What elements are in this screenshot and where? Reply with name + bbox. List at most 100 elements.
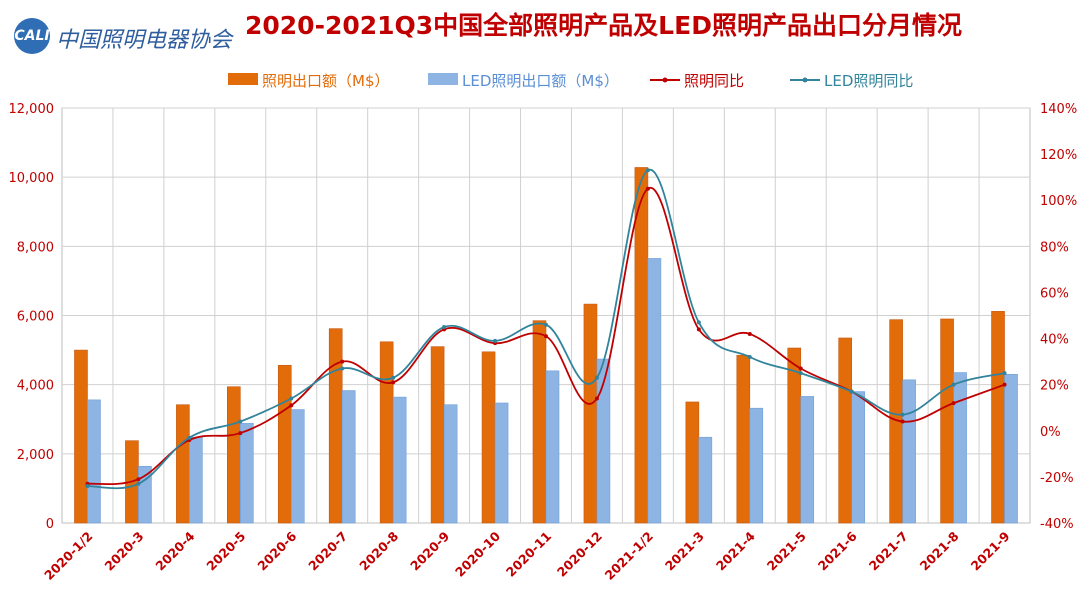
- x-tick-label: 2021-5: [764, 529, 809, 574]
- point-led-yoy: [289, 396, 294, 401]
- x-tick-label: 2020-12: [554, 529, 605, 580]
- legend-marker: [802, 77, 808, 83]
- bar-lighting-export: [736, 354, 751, 524]
- right-tick-label: 80%: [1040, 240, 1069, 255]
- point-led-yoy: [696, 320, 701, 325]
- bar-lighting-export: [685, 401, 700, 524]
- bar-led-export: [749, 407, 764, 524]
- logo-badge: CALI: [14, 18, 50, 54]
- point-lighting-yoy: [798, 366, 803, 371]
- bar-led-export: [1004, 373, 1018, 524]
- point-lighting-yoy: [900, 419, 905, 424]
- point-lighting-yoy: [340, 359, 345, 364]
- bar-lighting-export: [532, 320, 547, 524]
- point-led-yoy: [136, 481, 141, 486]
- bar-lighting-export: [227, 386, 241, 524]
- bar-led-export: [953, 372, 967, 524]
- bar-led-export: [392, 396, 407, 524]
- legend-label: 照明出口额（M$）: [262, 72, 390, 90]
- legend-label: LED照明出口额（M$）: [462, 72, 619, 90]
- x-tick-label: 2020-7: [305, 529, 350, 574]
- x-tick-label: 2021-3: [662, 529, 707, 574]
- bar-lighting-export: [74, 349, 88, 524]
- x-tick-label: 2021-8: [917, 529, 962, 574]
- point-led-yoy: [544, 322, 548, 327]
- x-tick-label: 2020-3: [102, 529, 147, 574]
- x-tick-label: 2020-4: [152, 528, 197, 573]
- point-led-yoy: [900, 412, 905, 417]
- left-tick-label: 0: [46, 517, 54, 532]
- legend-marker: [662, 77, 668, 83]
- bar-lighting-export: [430, 346, 445, 524]
- point-lighting-yoy: [391, 380, 396, 385]
- right-tick-label: -20%: [1040, 471, 1074, 486]
- point-lighting-yoy: [289, 403, 294, 408]
- left-tick-label: 8,000: [17, 240, 54, 255]
- bar-led-export: [545, 370, 560, 524]
- right-tick-label: 100%: [1040, 194, 1077, 209]
- left-tick-label: 12,000: [9, 102, 55, 117]
- bar-lighting-export: [940, 318, 954, 524]
- point-lighting-yoy: [544, 334, 548, 339]
- legend-label: LED照明同比: [824, 72, 913, 90]
- x-tick-label: 2020-10: [452, 528, 503, 579]
- bar-lighting-export: [481, 351, 496, 524]
- point-led-yoy: [238, 419, 243, 424]
- bar-led-export: [902, 379, 916, 524]
- right-tick-label: 60%: [1040, 286, 1069, 301]
- bar-led-export: [240, 423, 254, 524]
- point-lighting-yoy: [1002, 382, 1007, 387]
- point-led-yoy: [747, 355, 752, 359]
- line-lighting-yoy: [87, 187, 1005, 486]
- point-led-yoy: [594, 375, 599, 380]
- right-tick-label: 20%: [1040, 379, 1069, 394]
- bar-led-export: [341, 390, 356, 524]
- legend-swatch: [228, 73, 258, 85]
- bar-led-export: [698, 436, 713, 524]
- bar-lighting-export: [991, 311, 1005, 524]
- left-tick-label: 6,000: [17, 310, 54, 325]
- bar-lighting-export: [838, 337, 852, 524]
- point-led-yoy: [951, 382, 956, 387]
- point-led-yoy: [645, 168, 650, 173]
- bar-lighting-export: [277, 364, 292, 524]
- bar-led-export: [290, 409, 305, 524]
- right-tick-label: 0%: [1040, 425, 1061, 440]
- legend-swatch: [428, 73, 458, 85]
- point-led-yoy: [391, 375, 396, 380]
- chart-title: 2020-2021Q3中国全部照明产品及LED照明产品出口分月情况: [245, 11, 962, 40]
- bar-lighting-export: [379, 341, 394, 524]
- point-led-yoy: [85, 484, 90, 489]
- point-led-yoy: [493, 338, 498, 343]
- point-led-yoy: [798, 371, 803, 376]
- point-lighting-yoy: [696, 327, 701, 332]
- bar-lighting-export: [328, 328, 343, 524]
- bar-lighting-export: [634, 167, 649, 524]
- right-tick-label: -40%: [1040, 517, 1074, 532]
- x-tick-label: 2020-6: [254, 528, 299, 573]
- left-tick-label: 2,000: [17, 448, 54, 463]
- x-tick-label: 2021-6: [815, 528, 860, 573]
- right-tick-label: 140%: [1040, 102, 1077, 117]
- bar-lighting-export: [583, 303, 598, 524]
- x-tick-label: 2021-4: [713, 528, 758, 573]
- bar-lighting-export: [176, 404, 190, 524]
- x-tick-label: 2020-5: [203, 529, 248, 574]
- point-led-yoy: [1002, 371, 1007, 376]
- bar-led-export: [138, 465, 152, 524]
- point-lighting-yoy: [136, 477, 141, 482]
- bar-led-export: [800, 396, 815, 524]
- x-tick-label: 2021-7: [866, 529, 911, 574]
- bar-lighting-export: [787, 347, 802, 524]
- x-tick-label: 2021-9: [968, 529, 1013, 574]
- x-tick-label: 2020-1/2: [41, 529, 95, 583]
- x-tick-label: 2020-9: [407, 529, 452, 574]
- point-led-yoy: [442, 325, 447, 330]
- right-tick-label: 40%: [1040, 333, 1069, 348]
- logo-text: 中国照明电器协会: [56, 28, 233, 53]
- point-led-yoy: [849, 389, 854, 394]
- bar-led-export: [87, 399, 101, 524]
- left-tick-label: 4,000: [17, 379, 54, 394]
